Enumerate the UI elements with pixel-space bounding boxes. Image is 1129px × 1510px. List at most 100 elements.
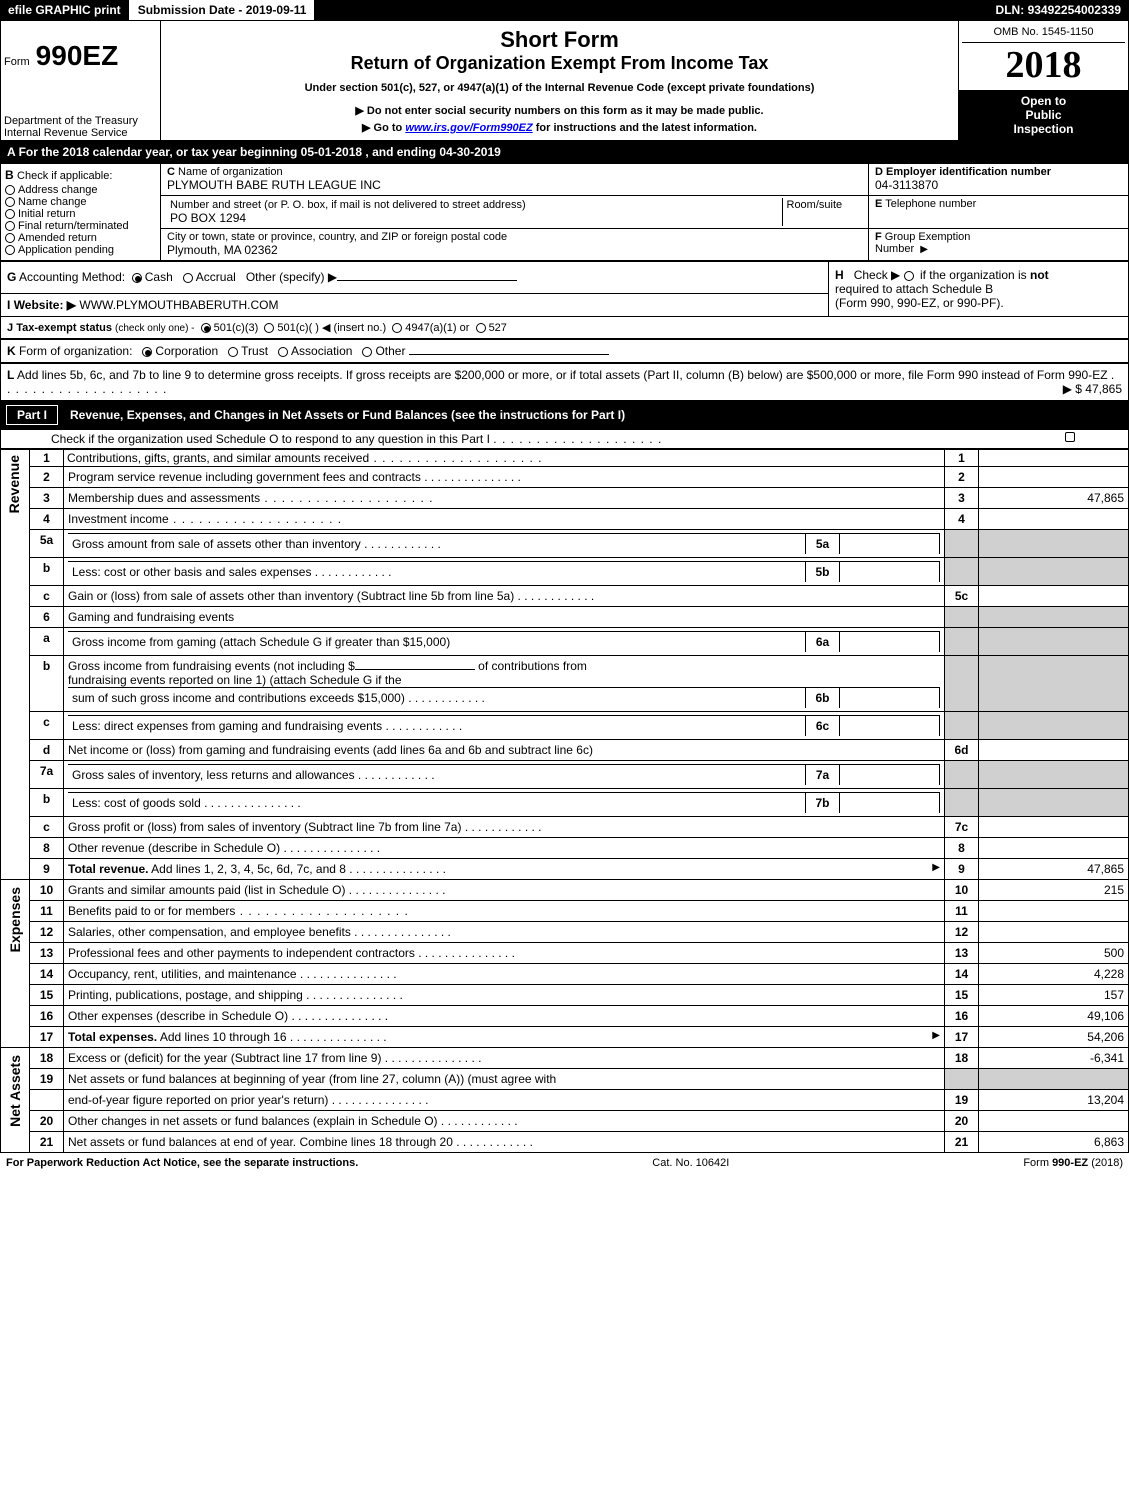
samt7a [840,765,940,786]
rn11: 11 [945,901,979,922]
dln: DLN: 93492254002339 [988,0,1129,20]
samt5b [840,562,940,583]
lbl-accrual: Accrual [196,270,236,284]
radio-other-org[interactable] [362,347,372,357]
section-c-label: C [167,166,175,178]
chk-final-return[interactable] [5,221,15,231]
city-value: Plymouth, MA 02362 [167,243,862,257]
n9: 9 [30,859,64,880]
n7b: b [30,789,64,817]
part1-note: (see the instructions for Part I) [451,408,625,422]
radio-association[interactable] [278,347,288,357]
n17: 17 [30,1027,64,1048]
rn17: 17 [945,1027,979,1048]
radio-accrual[interactable] [183,273,193,283]
dots [381,1051,481,1065]
rn2: 2 [945,467,979,488]
side-revenue: Revenue [4,451,24,517]
t2: Program service revenue including govern… [68,470,421,484]
t12: Salaries, other compensation, and employ… [68,925,351,939]
other-org-line[interactable] [409,354,609,355]
arrow9: ▶ [932,862,940,873]
section-b-label: B [5,168,14,182]
inspection: Inspection [965,122,1122,136]
sn7a: 7a [806,765,840,786]
radio-corporation[interactable] [142,347,152,357]
topbar: efile GRAPHIC print Submission Date - 20… [0,0,1129,20]
section-l-text: Add lines 5b, 6c, and 7b to line 9 to de… [17,368,1108,382]
shaded7b-amt [979,789,1129,817]
section-a-label: A [7,145,19,159]
irs-label: Internal Revenue Service [4,127,157,139]
radio-527[interactable] [476,323,486,333]
shaded6c [945,712,979,740]
chk-initial-return[interactable] [5,209,15,219]
chk-amended-return[interactable] [5,233,15,243]
chk-name-change[interactable] [5,197,15,207]
tax-exempt-label: Tax-exempt status [16,322,112,334]
subtitle: Under section 501(c), 527, or 4947(a)(1)… [173,82,946,94]
other-specify-line[interactable] [337,280,517,281]
n12: 12 [30,922,64,943]
amt2 [979,467,1129,488]
shaded6-amt [979,607,1129,628]
rn3: 3 [945,488,979,509]
shaded19 [945,1069,979,1090]
t8: Other revenue (describe in Schedule O) [68,841,280,855]
radio-trust[interactable] [228,347,238,357]
dots [369,451,542,465]
ssn-warning: ▶ Do not enter social security numbers o… [173,104,946,117]
dots [311,565,391,579]
form-prefix: Form [4,56,30,68]
t6d: Net income or (loss) from gaming and fun… [68,743,593,757]
gross-receipts-amount: ▶ $ 47,865 [1063,382,1122,396]
chk-schedule-o[interactable] [1065,432,1075,442]
lbl-trust: Trust [241,344,268,358]
goto-link[interactable]: www.irs.gov/Form990EZ [405,122,532,134]
street-label: Number and street (or P. O. box, if mail… [170,199,779,211]
radio-501c3[interactable] [201,323,211,333]
n19b [30,1090,64,1111]
dept-treasury: Department of the Treasury [4,115,157,127]
amt5c [979,586,1129,607]
org-name: PLYMOUTH BABE RUTH LEAGUE INC [167,178,862,192]
n11: 11 [30,901,64,922]
n13: 13 [30,943,64,964]
dots [382,719,462,733]
radio-schedule-b[interactable] [904,271,914,281]
lbl-insert: ◀ (insert no.) [322,322,386,334]
part1-table: Revenue 1 Contributions, gifts, grants, … [0,449,1129,1153]
t7a: Gross sales of inventory, less returns a… [72,768,355,782]
rn18: 18 [945,1048,979,1069]
radio-4947[interactable] [392,323,402,333]
chk-application-pending[interactable] [5,245,15,255]
samt7b [840,793,940,814]
t5b: Less: cost or other basis and sales expe… [72,565,311,579]
amt10: 215 [979,880,1129,901]
dots [415,946,515,960]
chk-address-change[interactable] [5,185,15,195]
arrow17: ▶ [932,1030,940,1041]
shaded19-amt [979,1069,1129,1090]
radio-cash[interactable] [132,273,142,283]
telephone-value [875,210,1122,224]
t21: Net assets or fund balances at end of ye… [68,1135,453,1149]
dots [328,1093,428,1107]
submission-date: Submission Date - 2019-09-11 [130,0,315,20]
t6b2: of contributions from [478,659,587,673]
t1: Contributions, gifts, grants, and simila… [67,451,369,465]
samt6c [840,716,940,737]
n7c: c [30,817,64,838]
goto-suffix: for instructions and the latest informat… [533,122,757,134]
dots [361,537,441,551]
city-label: City or town, state or province, country… [167,231,862,243]
rn1: 1 [945,450,979,467]
lbl-name-change: Name change [18,196,87,208]
rn6d: 6d [945,740,979,761]
t9: Total revenue. [68,862,148,876]
shaded6b-amt [979,656,1129,712]
t15: Printing, publications, postage, and shi… [68,988,303,1002]
dots [280,841,380,855]
radio-501c[interactable] [264,323,274,333]
h-text2: if the organization is [920,268,1030,282]
